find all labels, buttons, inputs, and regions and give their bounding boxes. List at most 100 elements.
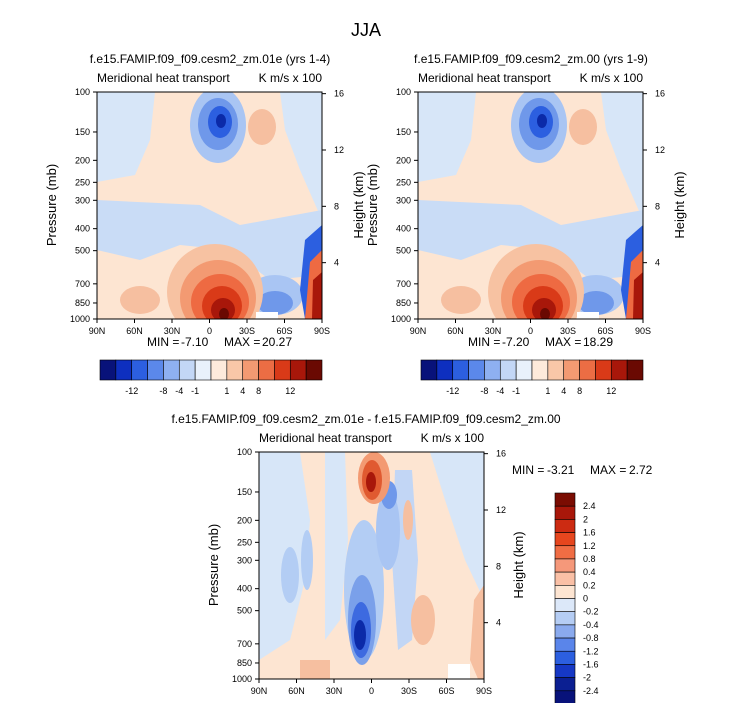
colorbar-swatch (554, 585, 576, 599)
y-tick-label: 200 (75, 155, 90, 165)
x-tick-label: 30N (485, 326, 502, 336)
colorbar-swatch (554, 545, 576, 560)
colorbar-swatch (515, 359, 533, 381)
panel-1-max-value: 20.27 (262, 335, 292, 349)
x-tick-label: 90N (89, 326, 106, 336)
panel-2-ylabel: Pressure (mb) (365, 164, 380, 246)
colorbar-label: 0.8 (583, 554, 596, 564)
colorbar-swatch (178, 359, 196, 381)
y-right-tick-label: 8 (334, 201, 339, 211)
y-right-tick-label: 12 (496, 505, 506, 515)
colorbar-swatch (554, 519, 576, 533)
colorbar-swatch (554, 558, 576, 573)
y-tick-label: 400 (75, 224, 90, 234)
colorbar-label: 8 (256, 386, 261, 396)
y-right-tick-label: 16 (655, 89, 665, 99)
y-tick-label: 500 (237, 606, 252, 616)
x-tick-label: 60S (438, 686, 454, 696)
y-tick-label: 400 (237, 584, 252, 594)
panel-1-max-label: MAX = (224, 335, 260, 349)
panel-3-max-label: MAX = (590, 463, 626, 477)
panel-3: f.e15.FAMIP.f09_f09.cesm2_zm.01e - f.e15… (171, 412, 653, 703)
y-tick-label: 100 (237, 447, 252, 457)
colorbar-swatch (554, 677, 576, 692)
x-tick-label: 90N (251, 686, 268, 696)
panel-2-max-label: MAX = (545, 335, 581, 349)
colorbar-label: -12 (446, 386, 459, 396)
colorbar-swatch (531, 359, 549, 381)
colorbar-label: -2.4 (583, 686, 599, 696)
colorbar-swatch (610, 359, 628, 381)
colorbar-label: -12 (125, 386, 138, 396)
y-tick-label: 200 (237, 515, 252, 525)
y-right-tick-label: 8 (655, 201, 660, 211)
colorbar-swatch (226, 359, 244, 381)
colorbar-swatch (547, 359, 565, 381)
colorbar-swatch (468, 359, 485, 381)
colorbar-swatch (554, 598, 576, 612)
colorbar-label: -1.2 (583, 646, 599, 656)
colorbar-label: -2 (583, 673, 591, 683)
panel-3-min-label: MIN = (512, 463, 544, 477)
x-tick-label: 60S (597, 326, 613, 336)
colorbar-swatch (579, 359, 596, 381)
y-right-tick-label: 8 (496, 561, 501, 571)
colorbar-swatch (499, 359, 517, 381)
colorbar-label: 1.2 (583, 541, 596, 551)
colorbar-label: -8 (480, 386, 488, 396)
colorbar-swatch (289, 359, 307, 381)
colorbar-swatch (554, 624, 576, 639)
panel-1-left-label: Meridional heat transport (97, 71, 230, 85)
colorbar-swatch (99, 359, 117, 381)
panel-1-ylabel-right: Height (km) (351, 171, 366, 238)
x-tick-label: 60N (288, 686, 305, 696)
colorbar-swatch (305, 359, 323, 381)
panel-2-contour-field (418, 92, 643, 319)
colorbar-label: -8 (159, 386, 167, 396)
colorbar-swatch (554, 664, 576, 678)
x-tick-label: 0 (528, 326, 533, 336)
panel-2-axes: 90N 60N 30N 0 30S 60S 90S 100 150 200 250 300 400 500… (391, 87, 665, 336)
colorbar-swatch (131, 359, 148, 381)
x-tick-label: 60S (276, 326, 292, 336)
panel-1-ylabel: Pressure (mb) (44, 164, 59, 246)
colorbar-swatch (554, 571, 576, 586)
colorbar-swatch (147, 359, 164, 381)
colorbar-swatch (626, 359, 644, 381)
colorbar-swatch (554, 505, 576, 520)
colorbar-label: 8 (577, 386, 582, 396)
colorbar-label: -4 (175, 386, 183, 396)
colorbar-swatch (554, 650, 576, 665)
colorbar-label: 1 (545, 386, 550, 396)
colorbar-label: -0.4 (583, 620, 599, 630)
panel-2-colorbar: -12 -8 -4 -1 1 4 8 12 (420, 359, 644, 396)
panel-1: f.e15.FAMIP.f09_f09.cesm2_zm.01e (yrs 1-… (44, 52, 366, 396)
panel-1-min-label: MIN = (147, 335, 179, 349)
y-tick-label: 200 (396, 155, 411, 165)
colorbar-label: -1 (191, 386, 199, 396)
y-tick-label: 700 (237, 639, 252, 649)
panel-1-axes: 90N 60N 30N 0 30S 60S 90S 100 150 200 250 300 400 500… (70, 87, 344, 336)
y-tick-label: 150 (75, 127, 90, 137)
colorbar-label: 2 (583, 514, 588, 524)
panel-1-min-value: -7.10 (181, 335, 209, 349)
colorbar-swatch (210, 359, 228, 381)
colorbar-label: 1.6 (583, 528, 596, 538)
colorbar-swatch (554, 611, 576, 626)
panel-1-title: f.e15.FAMIP.f09_f09.cesm2_zm.01e (yrs 1-… (90, 52, 331, 66)
panel-1-colorbar: -12 -8 -4 -1 1 4 8 12 (99, 359, 323, 396)
panel-3-min-value: -3.21 (547, 463, 575, 477)
y-tick-label: 700 (75, 279, 90, 289)
colorbar-label: -4 (496, 386, 504, 396)
colorbar-swatch (452, 359, 469, 381)
colorbar-label: 1 (224, 386, 229, 396)
colorbar-label: 0.4 (583, 567, 596, 577)
panel-3-ylabel: Pressure (mb) (206, 524, 221, 606)
colorbar-swatch (163, 359, 180, 381)
panel-2-title: f.e15.FAMIP.f09_f09.cesm2_zm.00 (yrs 1-9… (414, 52, 648, 66)
colorbar-label: 4 (561, 386, 566, 396)
colorbar-label: -0.2 (583, 607, 599, 617)
x-tick-label: 30N (164, 326, 181, 336)
x-tick-label: 60N (447, 326, 464, 336)
panel-3-left-label: Meridional heat transport (259, 431, 392, 445)
